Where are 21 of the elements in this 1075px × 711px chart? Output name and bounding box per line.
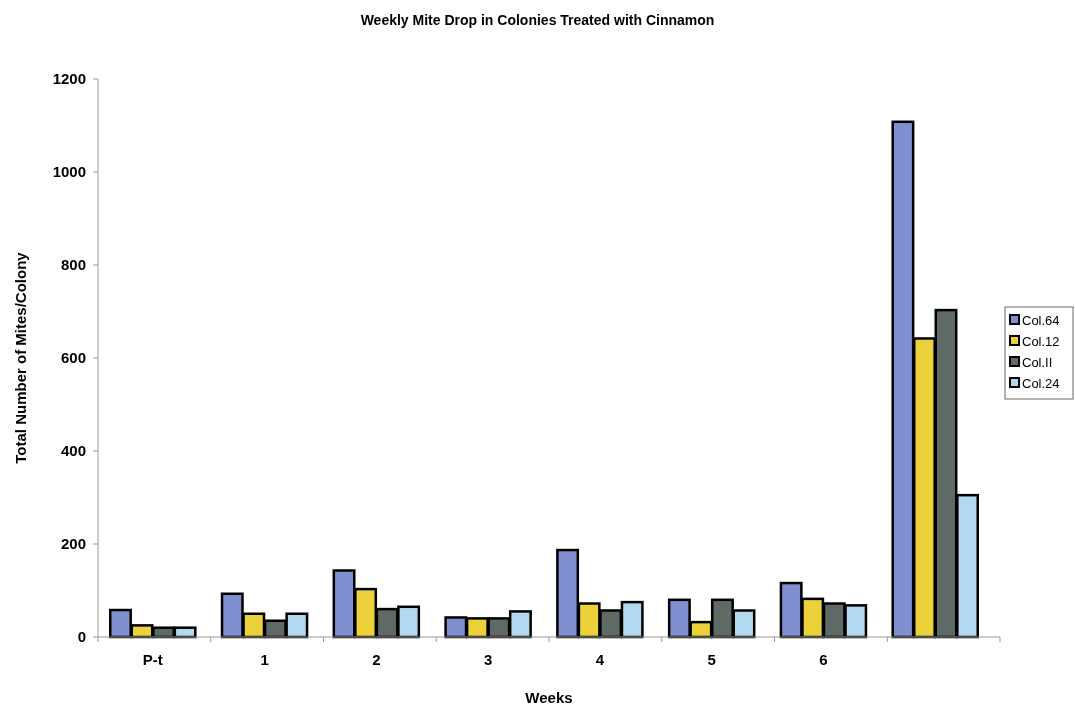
legend-label: Col.12 xyxy=(1022,333,1060,349)
y-tick-label: 400 xyxy=(60,442,86,460)
y-tick-label: 1000 xyxy=(52,163,86,181)
legend-label: Col.64 xyxy=(1022,312,1060,328)
chart-title: Weekly Mite Drop in Colonies Treated with Cinnamon xyxy=(360,12,715,28)
x-tick-label: 4 xyxy=(595,651,605,668)
x-tick-label: 2 xyxy=(372,651,381,668)
x-tick-label: P-t xyxy=(142,651,163,668)
y-tick-label: 200 xyxy=(60,535,86,553)
x-tick-label: 5 xyxy=(707,651,716,668)
x-tick-label: 6 xyxy=(819,651,828,668)
x-tick-label: 3 xyxy=(483,651,493,668)
x-tick-label: 1 xyxy=(260,651,269,668)
x-axis-title: Weeks xyxy=(525,689,573,706)
legend-label: Col.II xyxy=(1022,354,1053,370)
y-tick-label: 800 xyxy=(60,256,86,274)
legend-label: Col.24 xyxy=(1022,375,1060,391)
y-axis-title: Total Number of Mites/Colony xyxy=(12,251,29,464)
y-tick-label: 1200 xyxy=(52,70,86,88)
y-tick-label: 0 xyxy=(77,628,86,646)
y-tick-label: 600 xyxy=(60,349,86,367)
